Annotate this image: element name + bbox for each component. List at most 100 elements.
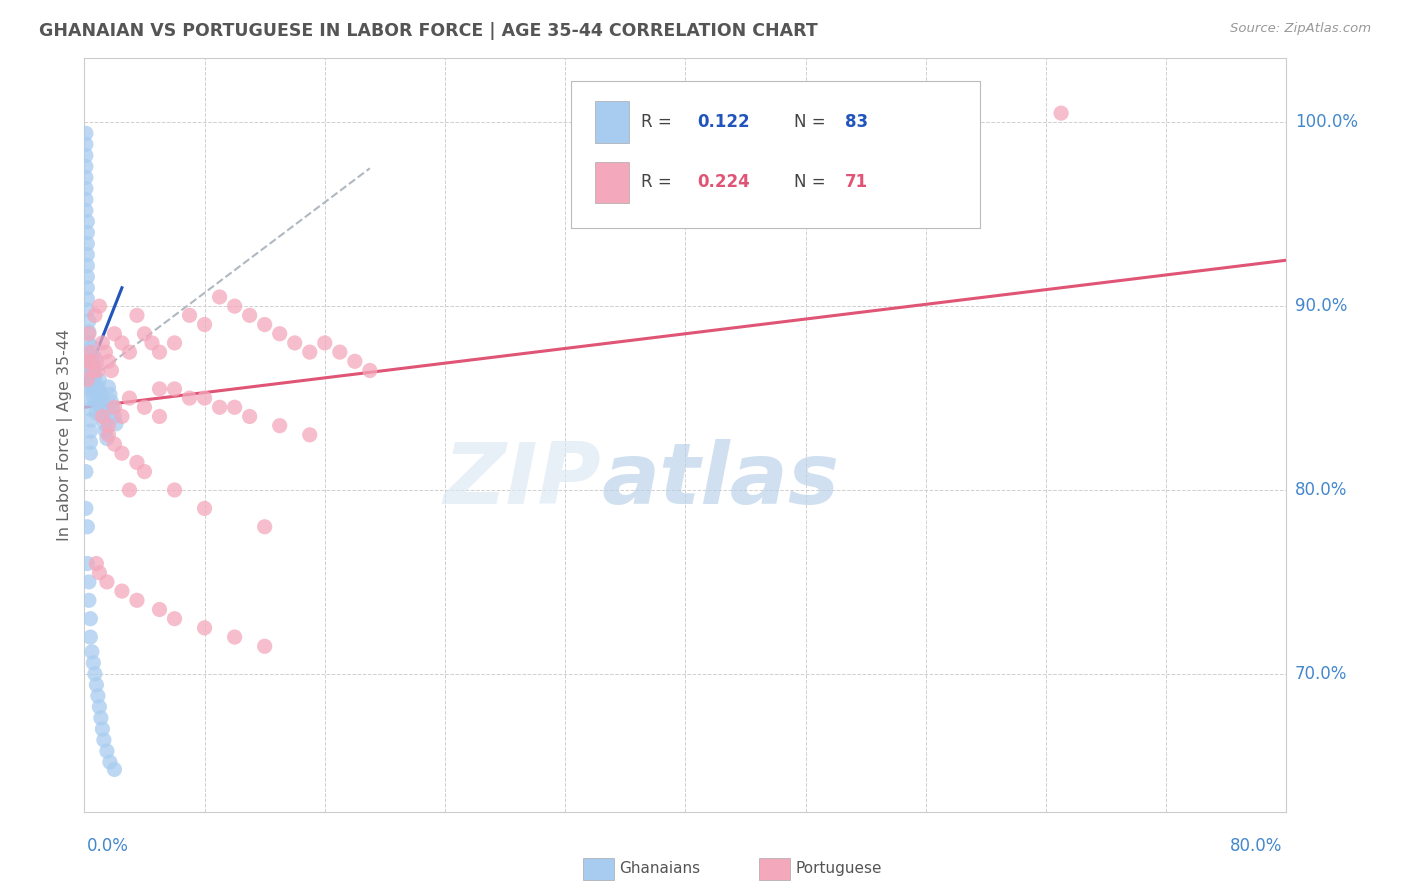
Point xyxy=(83,309,105,323)
Point xyxy=(75,203,97,218)
Point xyxy=(103,409,125,424)
Point xyxy=(148,409,170,424)
Point xyxy=(163,382,186,396)
Point xyxy=(91,391,114,405)
Point xyxy=(77,347,100,361)
Point xyxy=(80,373,103,387)
Point xyxy=(79,630,101,644)
Point xyxy=(103,437,125,451)
Point xyxy=(298,428,321,442)
Point xyxy=(224,401,246,415)
Text: 0.122: 0.122 xyxy=(697,113,749,131)
Point xyxy=(148,602,170,616)
Point xyxy=(82,369,104,384)
Point xyxy=(253,520,276,534)
Point xyxy=(86,394,108,409)
Y-axis label: In Labor Force | Age 35-44: In Labor Force | Age 35-44 xyxy=(58,329,73,541)
Point xyxy=(83,351,105,365)
Point xyxy=(93,417,115,431)
Text: atlas: atlas xyxy=(602,439,839,522)
Point xyxy=(163,612,186,626)
Text: N =: N = xyxy=(793,113,831,131)
Point xyxy=(89,384,111,398)
Point xyxy=(77,314,100,328)
Bar xyxy=(595,102,628,143)
Point xyxy=(224,299,246,313)
Point xyxy=(80,384,103,398)
Point xyxy=(91,722,114,736)
Point xyxy=(89,373,111,387)
Text: 83: 83 xyxy=(845,113,869,131)
Point xyxy=(76,302,98,317)
Point xyxy=(96,432,118,446)
Text: Portuguese: Portuguese xyxy=(796,862,883,876)
Point xyxy=(80,340,103,354)
Point xyxy=(75,181,97,195)
Point xyxy=(111,584,134,599)
Point xyxy=(118,483,141,497)
Point xyxy=(97,354,120,368)
Point xyxy=(80,354,103,368)
Point xyxy=(103,401,125,415)
Point xyxy=(82,363,104,377)
Text: R =: R = xyxy=(641,113,676,131)
Point xyxy=(77,574,100,589)
Point xyxy=(134,401,156,415)
Point xyxy=(76,214,98,228)
Point xyxy=(86,406,108,420)
Point xyxy=(179,309,201,323)
Point xyxy=(76,520,98,534)
Point xyxy=(79,345,101,359)
Point xyxy=(77,380,100,394)
Point xyxy=(125,593,148,607)
Point xyxy=(93,733,115,747)
Point xyxy=(76,373,98,387)
Text: 80.0%: 80.0% xyxy=(1230,837,1282,855)
Point xyxy=(82,656,104,670)
Point xyxy=(75,193,97,207)
Point xyxy=(97,428,120,442)
Point xyxy=(90,394,112,409)
Point xyxy=(77,325,100,339)
Point xyxy=(91,409,114,424)
Point xyxy=(269,326,291,341)
Point xyxy=(76,226,98,240)
Point xyxy=(82,380,104,394)
Point xyxy=(79,402,101,417)
Point xyxy=(1050,106,1073,120)
Point xyxy=(79,413,101,427)
Point xyxy=(284,335,307,350)
Point xyxy=(75,127,97,141)
Text: 80.0%: 80.0% xyxy=(1295,481,1347,499)
Point xyxy=(97,380,120,394)
Text: GHANAIAN VS PORTUGUESE IN LABOR FORCE | AGE 35-44 CORRELATION CHART: GHANAIAN VS PORTUGUESE IN LABOR FORCE | … xyxy=(39,22,818,40)
Text: ZIP: ZIP xyxy=(444,439,602,522)
Point xyxy=(343,354,366,368)
Point xyxy=(100,394,122,409)
Point xyxy=(83,361,105,376)
Point xyxy=(208,401,231,415)
Point xyxy=(79,612,101,626)
Point xyxy=(125,309,148,323)
Point xyxy=(100,363,122,377)
Text: N =: N = xyxy=(793,173,831,192)
Point xyxy=(239,309,262,323)
Point xyxy=(125,455,148,469)
Point xyxy=(134,465,156,479)
Point xyxy=(83,373,105,387)
Point xyxy=(96,744,118,758)
Point xyxy=(82,391,104,405)
Point xyxy=(101,402,124,417)
Point xyxy=(83,666,105,681)
Point xyxy=(141,335,163,350)
Text: Source: ZipAtlas.com: Source: ZipAtlas.com xyxy=(1230,22,1371,36)
Point xyxy=(194,621,217,635)
Point xyxy=(76,236,98,251)
Point xyxy=(80,351,103,365)
Point xyxy=(77,593,100,607)
Point xyxy=(98,387,121,401)
Point xyxy=(89,566,111,580)
Point xyxy=(77,335,100,350)
Point xyxy=(253,318,276,332)
Point xyxy=(77,358,100,372)
